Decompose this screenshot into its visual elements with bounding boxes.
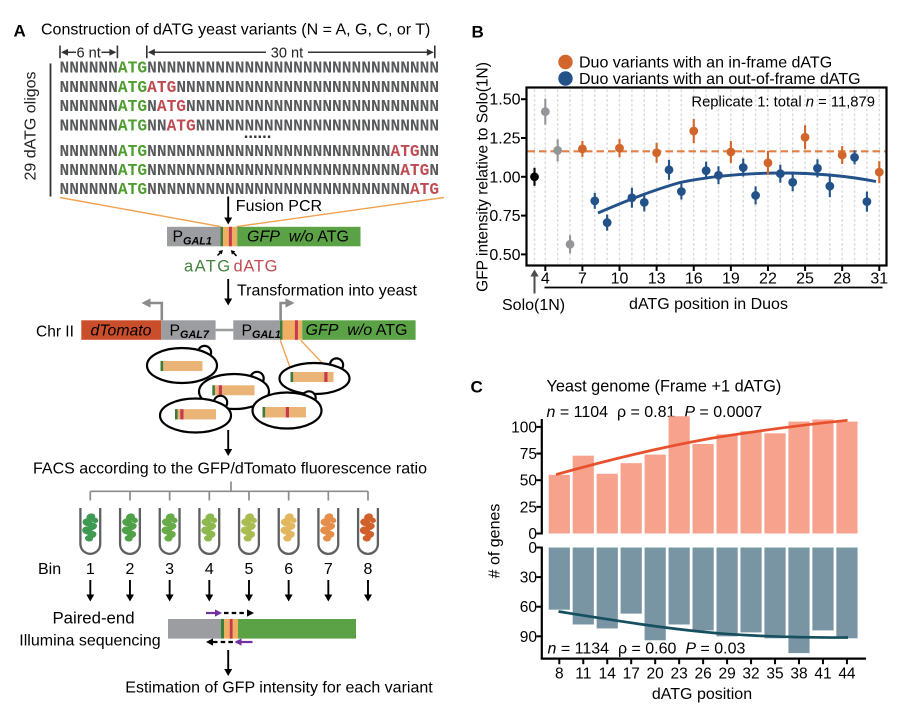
svg-text:C: C [471,378,483,397]
svg-text:GFP w/o ATG: GFP w/o ATG [306,322,408,339]
svg-text:Paired-end: Paired-end [52,609,134,628]
svg-text:dATG position: dATG position [652,686,752,703]
svg-text:50: 50 [520,473,538,490]
svg-text:A: A [14,22,26,41]
svg-text:Transformation into yeast: Transformation into yeast [237,283,417,300]
svg-text:6: 6 [284,561,293,578]
svg-text:41: 41 [814,666,831,683]
svg-text:NNNNNNATGNNNNNNNNNNNNNNNNNNNNN: NNNNNNATGNNNNNNNNNNNNNNNNNNNNNNNNNNNNNN [60,60,440,78]
svg-text:29: 29 [718,666,735,683]
svg-text:Duo variants with an in-frame: Duo variants with an in-frame dATG [579,55,832,72]
svg-text:100: 100 [511,419,537,436]
svg-text:30 nt: 30 nt [271,45,303,61]
svg-text:Replicate 1: total n = 11,879: Replicate 1: total n = 11,879 [691,95,875,111]
svg-text:6 nt: 6 nt [77,45,101,61]
svg-text:1.25: 1.25 [489,131,520,148]
svg-text:8: 8 [555,666,564,683]
svg-text:35: 35 [766,666,783,683]
svg-text:n = 1104 ρ = 0.81 P = 0.0007: n = 1104 ρ = 0.81 P = 0.0007 [547,404,763,421]
svg-text:0.50: 0.50 [489,247,520,264]
svg-text:Estimation of GFP intensity fo: Estimation of GFP intensity for each var… [125,680,433,697]
svg-text:NNNNNNATGNNNNNNNNNNNNNNNNNNNNN: NNNNNNATGNNNNNNNNNNNNNNNNNNNNNNNNNATGNN [60,143,440,161]
svg-text:17: 17 [623,666,640,683]
svg-text:4: 4 [541,271,550,288]
svg-text:28: 28 [833,271,851,288]
svg-text:......: ...... [244,124,272,142]
svg-text:25: 25 [520,499,537,516]
svg-text:13: 13 [648,271,666,288]
svg-text:Illumina sequencing: Illumina sequencing [19,633,160,650]
svg-text:0: 0 [528,526,537,543]
svg-text:NNNNNNATGATGNNNNNNNNNNNNNNNNNN: NNNNNNATGATGNNNNNNNNNNNNNNNNNNNNNNNNNNN [60,79,440,97]
svg-text:60: 60 [520,599,538,616]
svg-text:11: 11 [575,666,591,683]
svg-text:FACS according to the GFP/dTom: FACS according to the GFP/dTomato fluore… [33,461,427,478]
svg-text:19: 19 [722,271,740,288]
svg-text:Chr II: Chr II [36,323,74,340]
svg-text:Bin: Bin [38,561,61,578]
svg-text:32: 32 [742,666,759,683]
svg-text:25: 25 [796,271,814,288]
svg-text:8: 8 [364,561,373,578]
svg-text:1.00: 1.00 [489,169,520,186]
svg-text:NNNNNNATGNNATGNNNNNNNNNNNNNNNN: NNNNNNATGNNATGNNNNNNNNNNNNNNNNNNNNNNNNN [60,118,440,136]
svg-text:14: 14 [599,666,617,683]
svg-text:16: 16 [685,271,703,288]
svg-text:90: 90 [520,629,538,646]
svg-text:5: 5 [245,561,254,578]
svg-text:20: 20 [647,666,665,683]
svg-text:4: 4 [205,561,214,578]
svg-text:Construction of dATG yeast var: Construction of dATG yeast variants (N =… [41,22,430,39]
svg-text:aATG: aATG [184,258,231,276]
svg-text:3: 3 [165,561,174,578]
svg-text:1.50: 1.50 [489,92,520,109]
svg-text:Duo variants with an out-of-fr: Duo variants with an out-of-frame dATG [579,71,861,88]
svg-text:Yeast genome (Frame +1 dATG): Yeast genome (Frame +1 dATG) [547,378,782,396]
svg-text:dATG: dATG [234,258,279,276]
svg-text:31: 31 [870,271,888,288]
svg-text:0: 0 [528,540,537,557]
svg-text:Solo(1N): Solo(1N) [502,297,565,314]
svg-text:1: 1 [86,561,95,578]
svg-text:n = 1134 ρ = 0.60 P = 0.03: n = 1134 ρ = 0.60 P = 0.03 [548,641,746,658]
svg-text:# of genes: # of genes [487,504,504,579]
svg-text:dATG position in Duos: dATG position in Duos [629,296,788,313]
svg-text:0.75: 0.75 [489,208,520,225]
svg-text:dTomato: dTomato [91,322,152,339]
svg-text:NNNNNNATGNNNNNNNNNNNNNNNNNNNNN: NNNNNNATGNNNNNNNNNNNNNNNNNNNNNNNNNNATGN [60,162,440,180]
svg-text:2: 2 [126,561,135,578]
svg-text:26: 26 [694,666,711,683]
svg-text:Fusion PCR: Fusion PCR [236,198,322,215]
svg-text:44: 44 [838,666,856,683]
svg-text:22: 22 [759,271,777,288]
svg-text:B: B [472,23,484,42]
svg-text:GFP w/o ATG: GFP w/o ATG [247,228,349,245]
svg-text:23: 23 [671,666,688,683]
svg-text:NNNNNNATGNNNNNNNNNNNNNNNNNNNNN: NNNNNNATGNNNNNNNNNNNNNNNNNNNNNNNNNNNATG [60,181,440,199]
svg-text:38: 38 [790,666,807,683]
svg-text:30: 30 [520,570,538,587]
svg-text:10: 10 [611,271,629,288]
svg-text:75: 75 [520,446,537,463]
svg-text:GFP intensity relative to Solo: GFP intensity relative to Solo(1N) [475,62,492,292]
svg-text:7: 7 [578,271,587,288]
svg-text:7: 7 [324,561,333,578]
svg-text:29 dATG oligos: 29 dATG oligos [23,71,40,180]
svg-text:NNNNNNATGNATGNNNNNNNNNNNNNNNNN: NNNNNNATGNATGNNNNNNNNNNNNNNNNNNNNNNNNNN [60,98,440,116]
